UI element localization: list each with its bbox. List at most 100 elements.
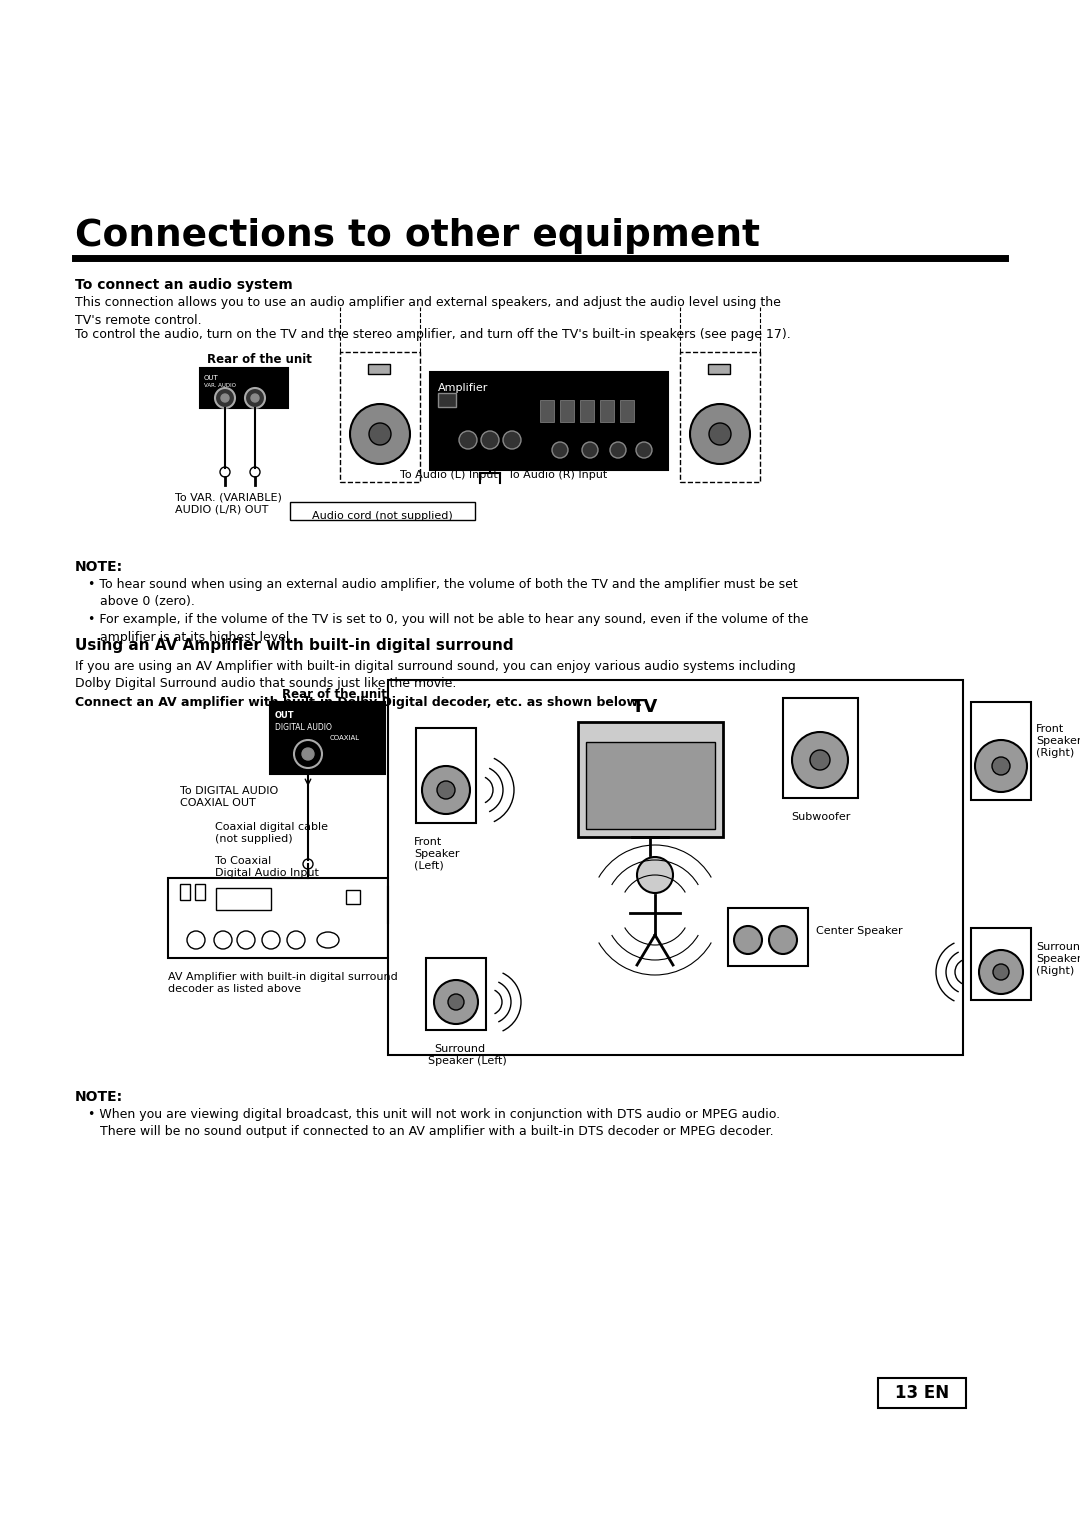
Circle shape <box>262 931 280 948</box>
Text: AV Amplifier with built-in digital surround: AV Amplifier with built-in digital surro… <box>168 973 397 982</box>
Circle shape <box>481 431 499 449</box>
Text: Speaker: Speaker <box>414 849 459 860</box>
Circle shape <box>251 394 259 402</box>
Text: NOTE:: NOTE: <box>75 1090 123 1104</box>
Bar <box>168 878 388 957</box>
Text: To VAR. (VARIABLE): To VAR. (VARIABLE) <box>175 492 282 502</box>
Text: Rear of the unit: Rear of the unit <box>282 689 387 701</box>
Bar <box>586 742 715 829</box>
Circle shape <box>434 980 478 1025</box>
Bar <box>426 957 486 1031</box>
Text: NOTE:: NOTE: <box>75 560 123 574</box>
Text: (Right): (Right) <box>1036 748 1075 757</box>
Text: Connections to other equipment: Connections to other equipment <box>75 218 760 253</box>
Bar <box>291 502 475 521</box>
Text: OUT: OUT <box>204 376 219 382</box>
Text: (Left): (Left) <box>414 861 444 870</box>
Bar <box>430 373 669 470</box>
Text: Speaker: Speaker <box>1036 954 1080 964</box>
Circle shape <box>690 405 750 464</box>
Circle shape <box>792 731 848 788</box>
Text: COAXIAL: COAXIAL <box>330 734 360 741</box>
Circle shape <box>637 857 673 893</box>
Bar <box>680 353 760 483</box>
Bar <box>561 400 573 421</box>
Circle shape <box>993 757 1010 776</box>
Circle shape <box>369 423 391 444</box>
Text: • To hear sound when using an external audio amplifier, the volume of both the T: • To hear sound when using an external a… <box>87 579 798 608</box>
Text: Surround: Surround <box>434 1044 485 1054</box>
Circle shape <box>187 931 205 948</box>
Text: VAR. AUDIO: VAR. AUDIO <box>204 383 237 388</box>
Text: Subwoofer: Subwoofer <box>791 812 850 822</box>
Circle shape <box>294 741 322 768</box>
Text: To connect an audio system: To connect an audio system <box>75 278 293 292</box>
Text: Audio cord (not supplied): Audio cord (not supplied) <box>312 512 453 521</box>
Text: Center Speaker: Center Speaker <box>816 925 903 936</box>
Text: • When you are viewing digital broadcast, this unit will not work in conjunction: • When you are viewing digital broadcast… <box>87 1109 780 1139</box>
Circle shape <box>503 431 521 449</box>
Text: Speaker: Speaker <box>1036 736 1080 747</box>
Circle shape <box>734 925 762 954</box>
Bar <box>578 722 723 837</box>
Bar <box>195 884 205 899</box>
Text: This connection allows you to use an audio amplifier and external speakers, and : This connection allows you to use an aud… <box>75 296 781 327</box>
Text: Digital Audio Input: Digital Audio Input <box>215 867 319 878</box>
Bar <box>783 698 858 799</box>
Bar <box>580 400 594 421</box>
Circle shape <box>437 780 455 799</box>
Text: (Right): (Right) <box>1036 967 1075 976</box>
Circle shape <box>769 925 797 954</box>
Circle shape <box>636 441 652 458</box>
Circle shape <box>214 931 232 948</box>
Circle shape <box>582 441 598 458</box>
Text: (not supplied): (not supplied) <box>215 834 293 844</box>
Circle shape <box>350 405 410 464</box>
Text: Speaker (Left): Speaker (Left) <box>428 1057 507 1066</box>
Bar <box>708 363 730 374</box>
Text: AUDIO (L/R) OUT: AUDIO (L/R) OUT <box>175 504 268 515</box>
Circle shape <box>221 394 229 402</box>
Bar <box>971 702 1031 800</box>
Text: OUT: OUT <box>275 712 295 721</box>
Bar <box>368 363 390 374</box>
Bar <box>540 400 554 421</box>
Circle shape <box>708 423 731 444</box>
Circle shape <box>610 441 626 458</box>
Bar <box>216 889 271 910</box>
Bar <box>438 392 456 408</box>
Circle shape <box>448 994 464 1009</box>
Bar <box>878 1377 966 1408</box>
Circle shape <box>810 750 831 770</box>
Circle shape <box>237 931 255 948</box>
Text: Coaxial digital cable: Coaxial digital cable <box>215 822 328 832</box>
Circle shape <box>422 767 470 814</box>
Circle shape <box>993 964 1009 980</box>
Text: Surround: Surround <box>1036 942 1080 951</box>
Ellipse shape <box>318 931 339 948</box>
Circle shape <box>302 748 314 760</box>
Text: TV: TV <box>632 698 658 716</box>
Text: COAXIAL OUT: COAXIAL OUT <box>180 799 256 808</box>
Bar <box>340 353 420 483</box>
Text: If you are using an AV Amplifier with built-in digital surround sound, you can e: If you are using an AV Amplifier with bu… <box>75 660 796 690</box>
Text: Front: Front <box>1036 724 1064 734</box>
Bar <box>346 890 360 904</box>
Text: To Coaxial: To Coaxial <box>215 857 271 866</box>
Bar <box>728 909 808 967</box>
Circle shape <box>303 860 313 869</box>
Circle shape <box>245 388 265 408</box>
Text: To control the audio, turn on the TV and the stereo amplifier, and turn off the : To control the audio, turn on the TV and… <box>75 328 791 341</box>
Circle shape <box>459 431 477 449</box>
Text: To Audio (R) Input: To Audio (R) Input <box>508 470 607 479</box>
Bar <box>200 368 288 408</box>
Text: DIGITAL AUDIO: DIGITAL AUDIO <box>275 722 332 731</box>
Text: Connect an AV amplifier with built-in Dolby Digital decoder, etc. as shown below: Connect an AV amplifier with built-in Do… <box>75 696 642 709</box>
Text: To DIGITAL AUDIO: To DIGITAL AUDIO <box>180 786 279 796</box>
Text: • For example, if the volume of the TV is set to 0, you will not be able to hear: • For example, if the volume of the TV i… <box>87 612 808 643</box>
Circle shape <box>975 741 1027 793</box>
Bar <box>416 728 476 823</box>
Circle shape <box>978 950 1023 994</box>
Circle shape <box>552 441 568 458</box>
Bar <box>971 928 1031 1000</box>
